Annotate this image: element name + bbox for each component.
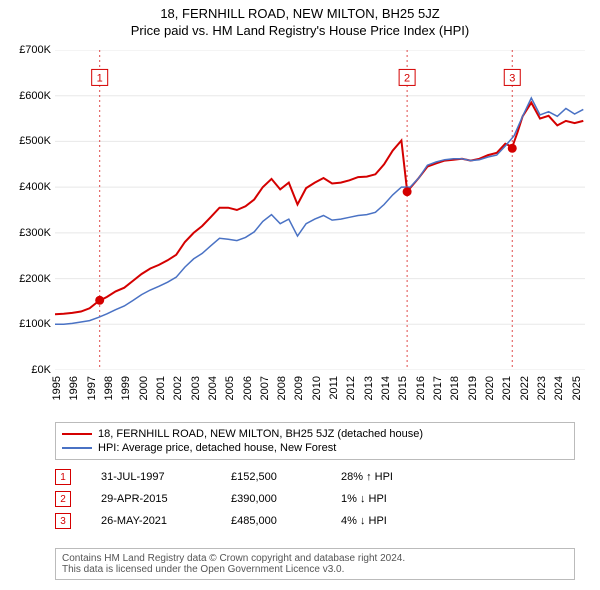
x-tick-label: 2010	[311, 376, 323, 400]
event-row: 3 26-MAY-2021£485,0004% ↓ HPI	[55, 510, 575, 532]
event-date: 31-JUL-1997	[101, 471, 231, 483]
svg-text:2: 2	[404, 72, 410, 84]
chart-subtitle: Price paid vs. HM Land Registry's House …	[0, 21, 600, 38]
footnote: Contains HM Land Registry data © Crown c…	[55, 548, 575, 580]
event-pct: 4% ↓ HPI	[341, 515, 481, 527]
y-tick-label: £500K	[19, 135, 51, 147]
event-row: 2 29-APR-2015£390,0001% ↓ HPI	[55, 488, 575, 510]
event-num-box: 3	[55, 513, 71, 529]
x-tick-label: 1995	[51, 376, 63, 400]
event-num-box: 1	[55, 469, 71, 485]
event-num-box: 2	[55, 491, 71, 507]
x-tick-label: 2008	[276, 376, 288, 400]
y-tick-label: £200K	[19, 273, 51, 285]
event-price: £485,000	[231, 515, 341, 527]
footnote-line1: Contains HM Land Registry data © Crown c…	[62, 553, 568, 564]
x-tick-label: 1999	[120, 376, 132, 400]
x-tick-label: 2013	[363, 376, 375, 400]
chart-title: 18, FERNHILL ROAD, NEW MILTON, BH25 5JZ	[0, 0, 600, 21]
event-price: £390,000	[231, 493, 341, 505]
legend: 18, FERNHILL ROAD, NEW MILTON, BH25 5JZ …	[55, 422, 575, 460]
x-tick-label: 1997	[86, 376, 98, 400]
x-tick-label: 2018	[449, 376, 461, 400]
event-date: 29-APR-2015	[101, 493, 231, 505]
events-table: 1 31-JUL-1997£152,50028% ↑ HPI 2 29-APR-201…	[55, 466, 575, 532]
x-tick-label: 2017	[432, 376, 444, 400]
svg-text:3: 3	[509, 72, 515, 84]
y-tick-label: £700K	[19, 44, 51, 56]
plot-area: 1 2 3	[55, 50, 585, 370]
x-tick-label: 2023	[536, 376, 548, 400]
chart-svg: 1 2 3	[55, 50, 585, 370]
event-row: 1 31-JUL-1997£152,50028% ↑ HPI	[55, 466, 575, 488]
x-tick-label: 2022	[519, 376, 531, 400]
x-tick-label: 2007	[259, 376, 271, 400]
x-tick-label: 2004	[207, 376, 219, 400]
y-tick-label: £400K	[19, 181, 51, 193]
x-tick-label: 2020	[484, 376, 496, 400]
event-price: £152,500	[231, 471, 341, 483]
legend-label: 18, FERNHILL ROAD, NEW MILTON, BH25 5JZ …	[98, 428, 423, 440]
x-tick-label: 2005	[224, 376, 236, 400]
svg-text:1: 1	[97, 72, 103, 84]
legend-swatch	[62, 433, 92, 435]
x-tick-label: 2000	[138, 376, 150, 400]
x-tick-label: 2003	[190, 376, 202, 400]
x-tick-label: 2014	[380, 376, 392, 400]
x-tick-label: 2024	[553, 376, 565, 400]
x-tick-label: 1998	[103, 376, 115, 400]
footnote-line2: This data is licensed under the Open Gov…	[62, 564, 568, 575]
x-tick-label: 2025	[571, 376, 583, 400]
x-tick-label: 1996	[68, 376, 80, 400]
event-pct: 28% ↑ HPI	[341, 471, 481, 483]
legend-swatch	[62, 447, 92, 449]
legend-row: HPI: Average price, detached house, New …	[62, 441, 568, 455]
x-tick-label: 2019	[467, 376, 479, 400]
y-tick-label: £300K	[19, 227, 51, 239]
x-tick-label: 2015	[397, 376, 409, 400]
event-date: 26-MAY-2021	[101, 515, 231, 527]
x-axis-labels: 1995199619971998199920002001200220032004…	[55, 372, 585, 422]
x-tick-label: 2001	[155, 376, 167, 400]
y-axis-labels: £0K£100K£200K£300K£400K£500K£600K£700K	[0, 50, 55, 370]
x-tick-label: 2006	[242, 376, 254, 400]
x-tick-label: 2011	[328, 376, 340, 400]
x-tick-label: 2016	[415, 376, 427, 400]
x-tick-label: 2009	[293, 376, 305, 400]
legend-label: HPI: Average price, detached house, New …	[98, 442, 336, 454]
y-tick-label: £600K	[19, 90, 51, 102]
y-tick-label: £0K	[31, 364, 51, 376]
x-tick-label: 2012	[345, 376, 357, 400]
x-tick-label: 2002	[172, 376, 184, 400]
y-tick-label: £100K	[19, 318, 51, 330]
legend-row: 18, FERNHILL ROAD, NEW MILTON, BH25 5JZ …	[62, 427, 568, 441]
event-pct: 1% ↓ HPI	[341, 493, 481, 505]
x-tick-label: 2021	[501, 376, 513, 400]
chart-container: 18, FERNHILL ROAD, NEW MILTON, BH25 5JZ …	[0, 0, 600, 590]
